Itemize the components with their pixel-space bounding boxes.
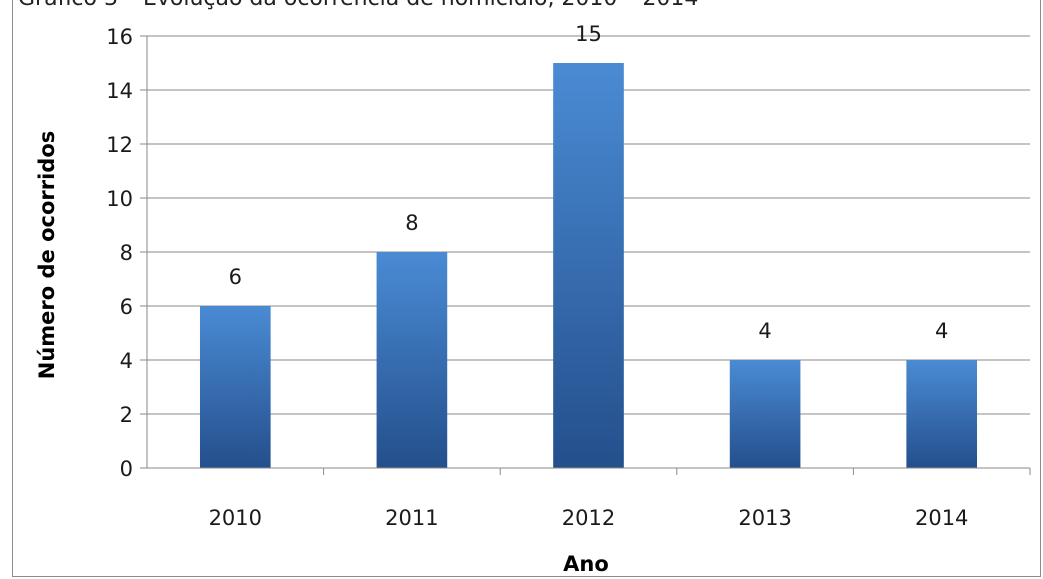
data-label-2013: 4 xyxy=(758,319,771,343)
y-tick-label: 8 xyxy=(120,241,133,265)
bar-2010 xyxy=(199,306,271,468)
bar-2011 xyxy=(376,252,448,468)
bar-2014 xyxy=(906,360,978,468)
labels: 0 2 4 6 8 10 12 14 16 2010 6 2011 8 2012 15 2013 4 2014 4 xyxy=(106,22,968,530)
data-label-2012: 15 xyxy=(575,22,602,46)
data-label-2010: 6 xyxy=(229,265,242,289)
x-axis-title: Ano xyxy=(563,552,609,576)
y-tick-label: 2 xyxy=(120,403,133,427)
y-axis-title: Número de ocorridos xyxy=(35,131,59,380)
data-label-2011: 8 xyxy=(405,211,418,235)
x-tick-label: 2012 xyxy=(562,506,615,530)
chart-caption: Gráfico 3 – Evolução da ocorrência de ho… xyxy=(18,0,698,11)
bar-2013 xyxy=(729,360,801,468)
y-tick-label: 6 xyxy=(120,295,133,319)
x-tick-label: 2010 xyxy=(209,506,262,530)
y-tick-label: 12 xyxy=(106,133,133,157)
y-tick-label: 0 xyxy=(120,457,133,481)
y-tick-label: 16 xyxy=(106,25,133,49)
data-label-2014: 4 xyxy=(935,319,948,343)
chart-frame xyxy=(12,0,1041,577)
y-tick-label: 10 xyxy=(106,187,133,211)
bar-2012 xyxy=(553,63,624,468)
x-tick-label: 2013 xyxy=(738,506,791,530)
y-tick-label: 14 xyxy=(106,79,133,103)
axes xyxy=(140,35,1031,475)
x-tick-label: 2011 xyxy=(385,506,438,530)
x-tick-label: 2014 xyxy=(915,506,968,530)
bars xyxy=(199,63,978,468)
y-tick-label: 4 xyxy=(120,349,133,373)
gridlines xyxy=(147,35,1030,415)
